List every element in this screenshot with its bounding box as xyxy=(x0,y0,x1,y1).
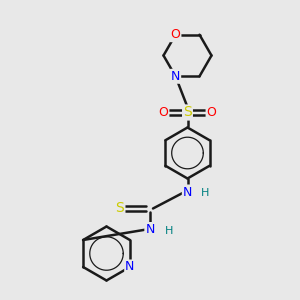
Text: O: O xyxy=(159,106,168,119)
Text: H: H xyxy=(165,226,174,236)
Text: O: O xyxy=(171,28,180,41)
Text: H: H xyxy=(201,188,210,199)
Text: N: N xyxy=(145,223,155,236)
Text: N: N xyxy=(125,260,135,274)
Text: N: N xyxy=(183,185,192,199)
Text: O: O xyxy=(207,106,216,119)
Text: S: S xyxy=(183,106,192,119)
Text: S: S xyxy=(116,202,124,215)
Text: N: N xyxy=(171,70,180,83)
